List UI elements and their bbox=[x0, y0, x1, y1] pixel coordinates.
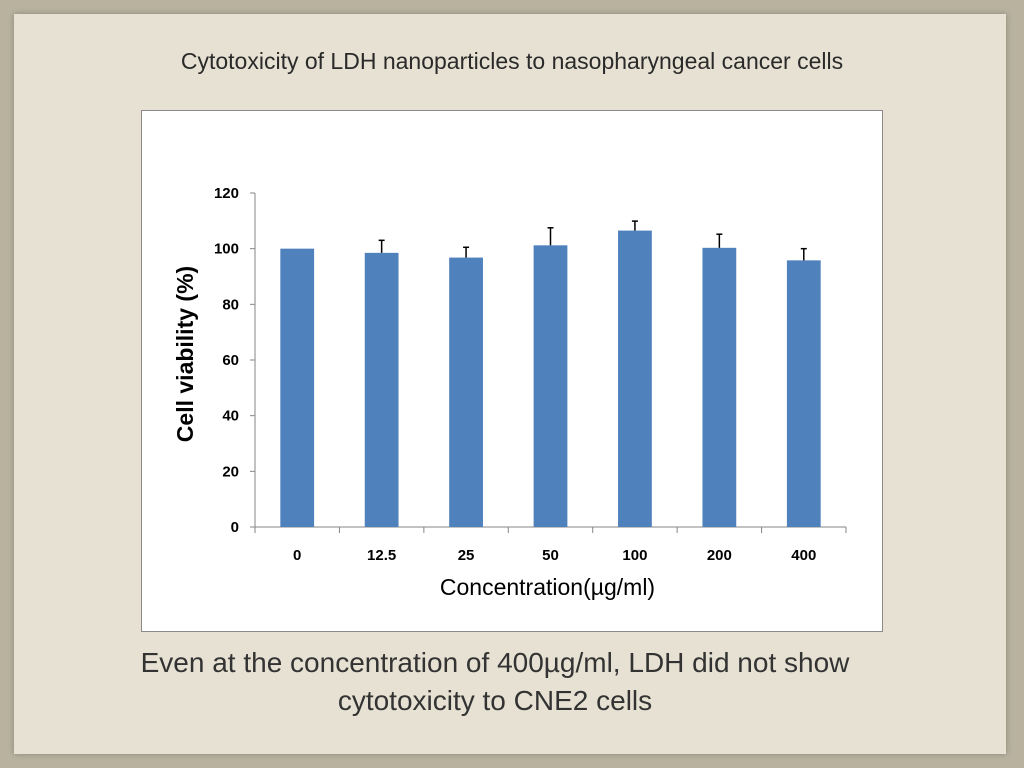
x-tick-label: 25 bbox=[458, 547, 475, 564]
y-tick-label: 120 bbox=[214, 185, 239, 202]
x-tick-label: 12.5 bbox=[367, 547, 396, 564]
x-tick-label: 400 bbox=[791, 547, 816, 564]
x-tick-label: 100 bbox=[622, 547, 647, 564]
bar bbox=[280, 248, 315, 527]
bar bbox=[786, 260, 821, 527]
y-tick-label: 100 bbox=[214, 241, 239, 258]
x-axis-title: Concentration(µg/ml) bbox=[440, 574, 655, 600]
slide-caption: Even at the concentration of 400µg/ml, L… bbox=[0, 644, 990, 720]
chart-frame: 0 20 40 60 80 100 120 0 12.5 25 50 100 200 400 Concent… bbox=[141, 110, 883, 632]
bar bbox=[364, 252, 399, 527]
y-tick-label: 20 bbox=[222, 463, 239, 480]
x-tick-label: 50 bbox=[542, 547, 559, 564]
bar bbox=[533, 245, 568, 527]
y-tick-label: 40 bbox=[222, 408, 239, 425]
x-tick-label: 0 bbox=[293, 547, 301, 564]
y-tick-label: 60 bbox=[222, 352, 239, 369]
y-tick-label: 0 bbox=[231, 519, 239, 536]
bar bbox=[702, 247, 737, 527]
bar-chart: 0 20 40 60 80 100 120 0 12.5 25 50 100 200 400 Concent… bbox=[172, 185, 847, 600]
bar bbox=[449, 257, 483, 527]
caption-line-1: Even at the concentration of 400µg/ml, L… bbox=[140, 647, 850, 678]
bar bbox=[618, 230, 652, 527]
slide-title: Cytotoxicity of LDH nanoparticles to nas… bbox=[180, 48, 844, 74]
caption-line-2: cytotoxicity to CNE2 cells bbox=[337, 685, 653, 716]
x-tick-label: 200 bbox=[707, 547, 732, 564]
y-tick-label: 80 bbox=[222, 296, 239, 313]
y-axis-title: Cell viability (%) bbox=[172, 266, 198, 442]
